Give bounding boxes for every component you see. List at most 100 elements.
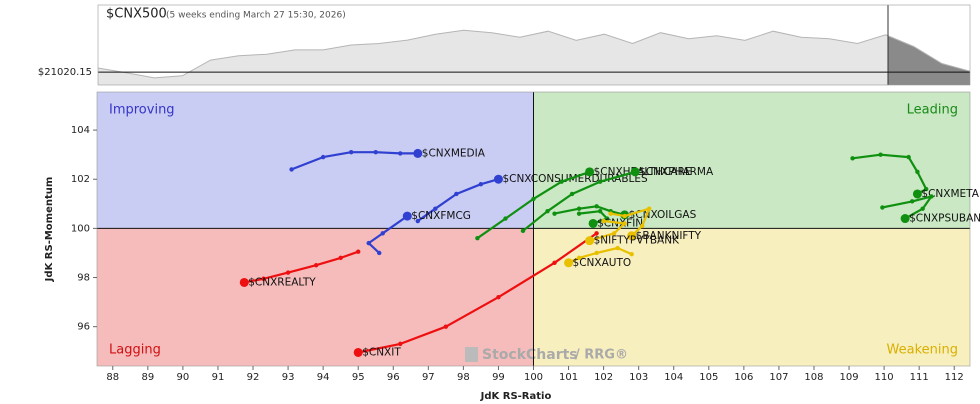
trail-point	[597, 179, 603, 184]
series-label: $BANKNIFTY	[636, 230, 702, 242]
trail-point	[639, 223, 645, 229]
x-tick-label: 112	[945, 372, 964, 383]
x-tick-label: 90	[177, 372, 190, 383]
trail-point	[646, 206, 652, 211]
x-tick-label: 92	[247, 372, 260, 383]
y-tick-label: $21020.15	[38, 67, 92, 78]
quadrant-label: Leading	[907, 103, 958, 118]
watermark: StockCharts	[482, 347, 578, 363]
watermark: / RRG®	[575, 348, 628, 363]
x-tick-label: 88	[106, 372, 119, 383]
trail-head	[912, 189, 922, 199]
trail-point	[475, 236, 480, 241]
trail-point	[604, 216, 610, 221]
y-tick-label: 104	[71, 125, 90, 136]
trail-head	[239, 277, 249, 287]
trail-point	[576, 211, 582, 216]
trail-head	[585, 236, 595, 246]
x-tick-label: 94	[317, 372, 330, 383]
x-tick-label: 98	[457, 372, 470, 383]
trail	[291, 151, 418, 171]
quadrant	[97, 228, 534, 366]
trail-point	[366, 240, 371, 246]
series-label: $NIFTYPVTBANK	[594, 235, 680, 247]
series-label: $CNXIT	[362, 346, 401, 358]
trail-point	[355, 249, 361, 254]
trail-head	[402, 211, 412, 221]
series-label: $CNXMEDIA	[422, 147, 486, 159]
series-label: $CNXPHARMA	[639, 166, 714, 178]
x-tick-label: 91	[212, 372, 225, 383]
trail-point	[622, 221, 627, 226]
trail-head	[627, 231, 637, 241]
trail-head	[493, 174, 503, 184]
watermark-icon	[465, 347, 478, 362]
trail-point	[380, 231, 385, 236]
trail-point	[594, 231, 599, 236]
trail-point	[348, 150, 354, 155]
trail-point	[552, 211, 557, 216]
trail-head	[900, 214, 910, 224]
trail-point	[608, 211, 613, 216]
panel-frame	[97, 4, 971, 86]
series-label: $CNXREALTY	[248, 276, 316, 288]
x-tick-label: 111	[910, 372, 929, 383]
trail-head	[588, 218, 598, 228]
trail-head	[353, 347, 363, 357]
trail-point	[615, 245, 620, 251]
trail-point	[920, 206, 925, 211]
benchmark-line	[97, 29, 971, 79]
trail-point	[880, 205, 885, 210]
trail-point	[443, 324, 449, 329]
trail-point	[909, 199, 915, 204]
chart-subtitle: (5 weeks ending March 27 15:30, 2026)	[166, 11, 346, 21]
trail-point	[576, 255, 582, 261]
series-label: $CNXPSUBANK	[909, 213, 980, 225]
series-label: $CNXMETAL	[921, 188, 980, 200]
trail-point	[261, 276, 266, 281]
quadrant-label: Lagging	[109, 343, 161, 358]
benchmark-area	[98, 30, 970, 85]
trail-point	[559, 179, 564, 184]
y-tick-label: 102	[71, 174, 90, 185]
trail-point	[850, 156, 855, 161]
chart-title: $CNX500	[106, 7, 167, 22]
x-tick-label: 97	[422, 372, 435, 383]
x-tick-label: 107	[769, 372, 788, 383]
trail-point	[373, 150, 378, 155]
quadrant	[533, 92, 970, 229]
trail-point	[531, 196, 536, 202]
trail-head	[585, 167, 595, 177]
trail-point	[552, 260, 557, 265]
x-tick-label: 103	[629, 372, 648, 383]
trail-point	[338, 255, 343, 261]
trail-point	[520, 228, 526, 234]
quadrant-label: Weakening	[887, 343, 958, 358]
x-tick-label: 89	[141, 372, 154, 383]
trail-point	[597, 208, 603, 214]
x-tick-label: 100	[524, 372, 543, 383]
y-axis-label: JdK RS-Momentum	[44, 177, 55, 283]
trail-point	[906, 154, 911, 160]
trail-point	[285, 270, 291, 275]
trail	[357, 232, 598, 354]
trail-point	[415, 218, 421, 224]
trail-point	[545, 208, 550, 214]
x-tick-label: 105	[699, 372, 718, 383]
y-tick-label: 100	[71, 223, 90, 234]
series-label: $CNXCONSUMERDURABLES	[502, 173, 648, 185]
series-label: $CNXFMCG	[411, 210, 471, 222]
trail-point	[878, 152, 883, 157]
trail-point	[433, 206, 438, 211]
trail	[244, 250, 359, 284]
x-tick-label: 102	[594, 372, 613, 383]
trail-point	[320, 154, 326, 160]
x-tick-label: 93	[282, 372, 295, 383]
x-tick-label: 101	[559, 372, 578, 383]
trail	[367, 215, 408, 254]
x-tick-label: 110	[875, 372, 894, 383]
trail-point	[576, 206, 582, 211]
trail-head	[564, 258, 574, 268]
